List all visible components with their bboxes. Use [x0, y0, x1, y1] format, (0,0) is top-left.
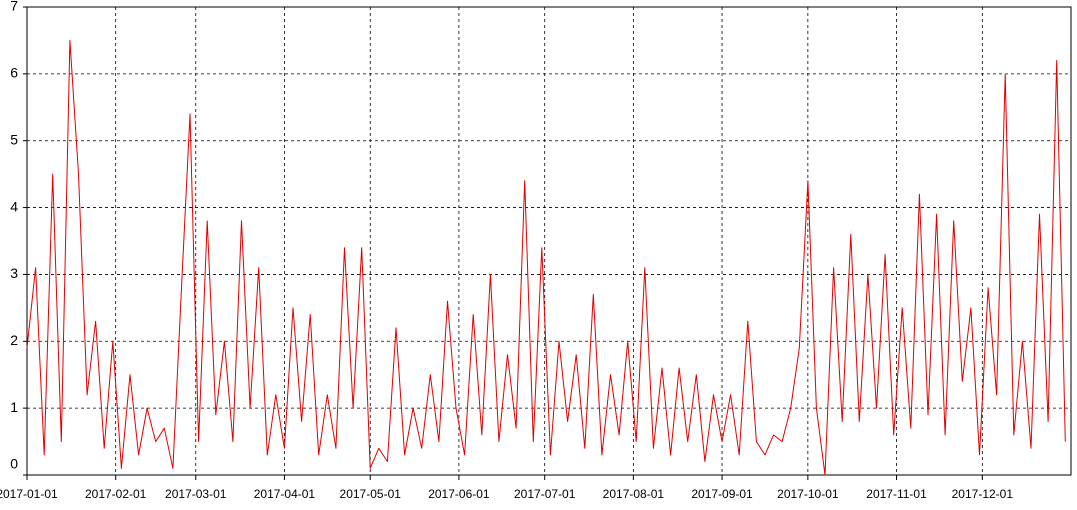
- x-tick-label: 2017-10-01: [777, 487, 839, 501]
- x-tick-label: 2017-04-01: [254, 487, 316, 501]
- x-tick-label: 2017-08-01: [603, 487, 665, 501]
- x-tick-label: 2017-05-01: [340, 487, 402, 501]
- x-tick-label: 2017-12-01: [952, 487, 1014, 501]
- x-tick-label: 2017-03-01: [165, 487, 227, 501]
- x-tick-label: 2017-07-01: [514, 487, 576, 501]
- y-tick-label: 0: [10, 456, 18, 472]
- plot-frame: [26, 6, 1072, 476]
- y-tick-label: 3: [10, 265, 18, 281]
- x-tick-label: 2017-02-01: [85, 487, 147, 501]
- y-tick-label: 4: [10, 198, 18, 214]
- x-tick-label: 2017-09-01: [691, 487, 753, 501]
- y-tick-label: 7: [10, 0, 18, 14]
- x-tick-label: 2017-01-01: [0, 487, 58, 501]
- x-tick-label: 2017-06-01: [428, 487, 490, 501]
- y-tick-label: 5: [10, 131, 18, 147]
- series-line: [26, 39, 1066, 476]
- y-tick-label: 2: [10, 332, 18, 348]
- y-tick-label: 1: [10, 399, 18, 415]
- y-tick-label: 6: [10, 65, 18, 81]
- x-tick-label: 2017-11-01: [866, 487, 927, 501]
